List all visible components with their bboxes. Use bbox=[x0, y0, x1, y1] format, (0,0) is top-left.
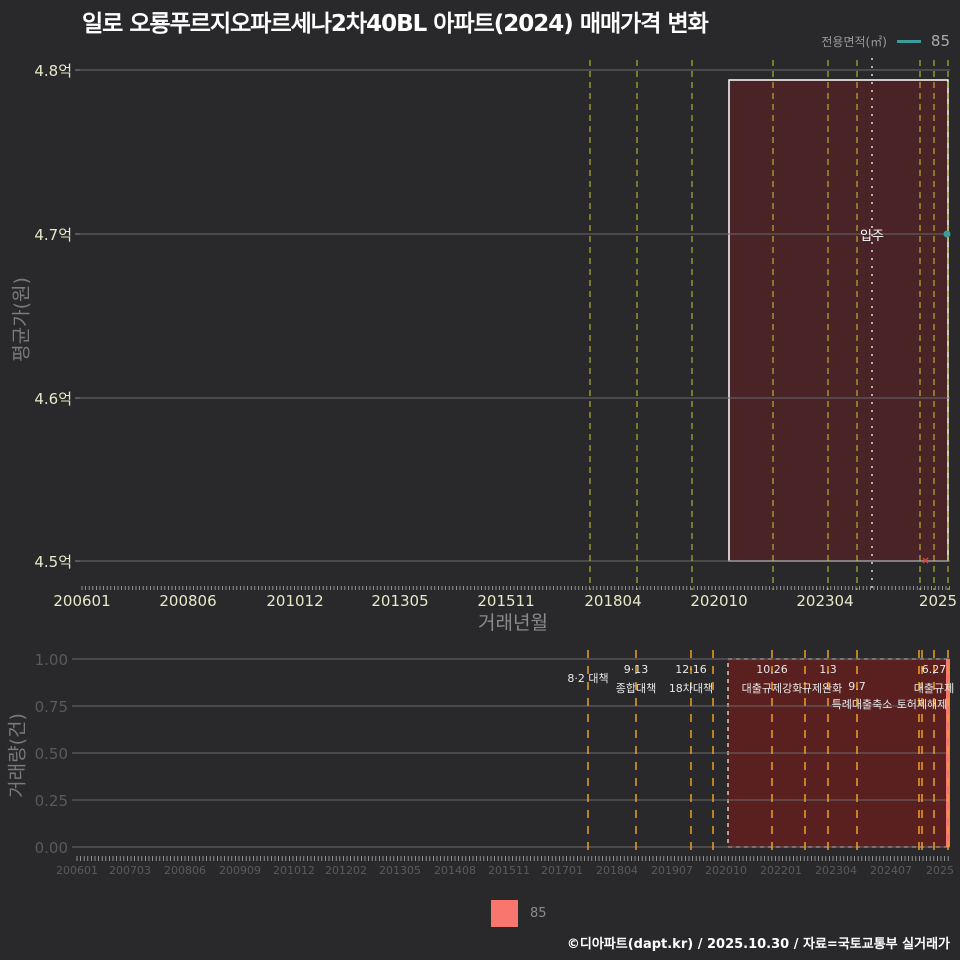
x-tick-label: 200703 bbox=[109, 864, 151, 877]
x-tick-label: 201202 bbox=[325, 864, 367, 877]
policy-label: 8·2 대책 bbox=[567, 672, 608, 685]
policy-label: 18차대책 bbox=[669, 682, 713, 695]
policy-label: 토허제해제 bbox=[897, 697, 948, 711]
x-tick-label: 200601 bbox=[56, 864, 98, 877]
legend-title: 전용면적(㎡) bbox=[821, 34, 887, 49]
x-tick-label: 200806 bbox=[164, 864, 206, 877]
y-tick-label: 4.8억 bbox=[34, 62, 72, 80]
x-tick-label: 202304 bbox=[796, 592, 853, 610]
x-tick-label: 201511 bbox=[477, 592, 534, 610]
x-tick-label: 200806 bbox=[159, 592, 216, 610]
x-tick-label: 202304 bbox=[815, 864, 857, 877]
policy-label: 6.27 bbox=[922, 663, 947, 676]
x-tick-label: 202201 bbox=[760, 864, 802, 877]
bottom-y-axis-title: 거래량(건) bbox=[6, 713, 29, 798]
x-tick-label: 202010 bbox=[690, 592, 747, 610]
x-tick-label: 201305 bbox=[371, 592, 428, 610]
highlight-period-rect bbox=[728, 79, 949, 562]
legend-top: 전용면적(㎡) 85 bbox=[821, 32, 950, 50]
y-tick-label: 4.5억 bbox=[34, 553, 72, 571]
policy-label: 대출규제 bbox=[914, 682, 954, 695]
y-tick-label: 0.00 bbox=[35, 839, 68, 857]
y-tick-label: 0.75 bbox=[35, 698, 68, 716]
policy-label: 규제완화 bbox=[802, 682, 842, 695]
policy-label: 9·13 bbox=[624, 663, 649, 676]
x-tick-label: 201701 bbox=[541, 864, 583, 877]
x-tick-label: 200601 bbox=[53, 592, 110, 610]
policy-label: 1.3 bbox=[819, 663, 837, 676]
x-tick-label: 201408 bbox=[434, 864, 476, 877]
x-tick-label: 201804 bbox=[584, 592, 641, 610]
x-tick-label: 201012 bbox=[266, 592, 323, 610]
y-tick-label: 4.7억 bbox=[34, 226, 72, 244]
policy-label: 9.7 bbox=[848, 680, 866, 693]
policy-label: 종합대책 bbox=[616, 682, 656, 695]
x-tick-label: 202010 bbox=[705, 864, 747, 877]
policy-label: 대출규제강화 bbox=[742, 682, 803, 695]
x-tick-label: 201804 bbox=[596, 864, 638, 877]
top-y-axis-title: 평균가(원) bbox=[10, 277, 33, 362]
policy-label: 12·16 bbox=[675, 663, 707, 676]
chart-title: 일로 오룡푸르지오파르세나2차40BL 아파트(2024) 매매가격 변화 bbox=[82, 11, 709, 37]
x-tick-label: 201012 bbox=[273, 864, 315, 877]
top-x-axis-title: 거래년월 bbox=[478, 612, 548, 634]
x-tick-label: 202407 bbox=[870, 864, 912, 877]
data-point bbox=[943, 230, 951, 238]
y-tick-label: 0.50 bbox=[35, 745, 68, 763]
x-tick-label: 2025 bbox=[926, 864, 954, 877]
policy-label: 특례대출축소 bbox=[832, 698, 893, 711]
x-tick-label: 201511 bbox=[488, 864, 530, 877]
y-tick-label: 1.00 bbox=[35, 651, 68, 669]
marker-x-icon bbox=[922, 557, 929, 564]
legend-bottom: 85 bbox=[491, 900, 547, 927]
footer-credit: ©디아파트(dapt.kr) / 2025.10.30 / 자료=국토교통부 실… bbox=[566, 937, 950, 952]
x-tick-label: 200909 bbox=[219, 864, 261, 877]
move-in-label: 입주 bbox=[860, 229, 884, 244]
legend-line-swatch bbox=[896, 39, 921, 43]
x-tick-label: 201907 bbox=[651, 864, 693, 877]
legend-series-label: 85 bbox=[930, 32, 950, 50]
policy-label: 10.26 bbox=[756, 663, 788, 676]
x-tick-label: 2025 bbox=[919, 592, 957, 610]
y-tick-label: 0.25 bbox=[35, 792, 68, 810]
legend-bottom-label: 85 bbox=[530, 906, 547, 921]
legend-bar-swatch bbox=[491, 900, 518, 927]
y-tick-label: 4.6억 bbox=[34, 390, 72, 408]
x-tick-label: 201305 bbox=[379, 864, 421, 877]
